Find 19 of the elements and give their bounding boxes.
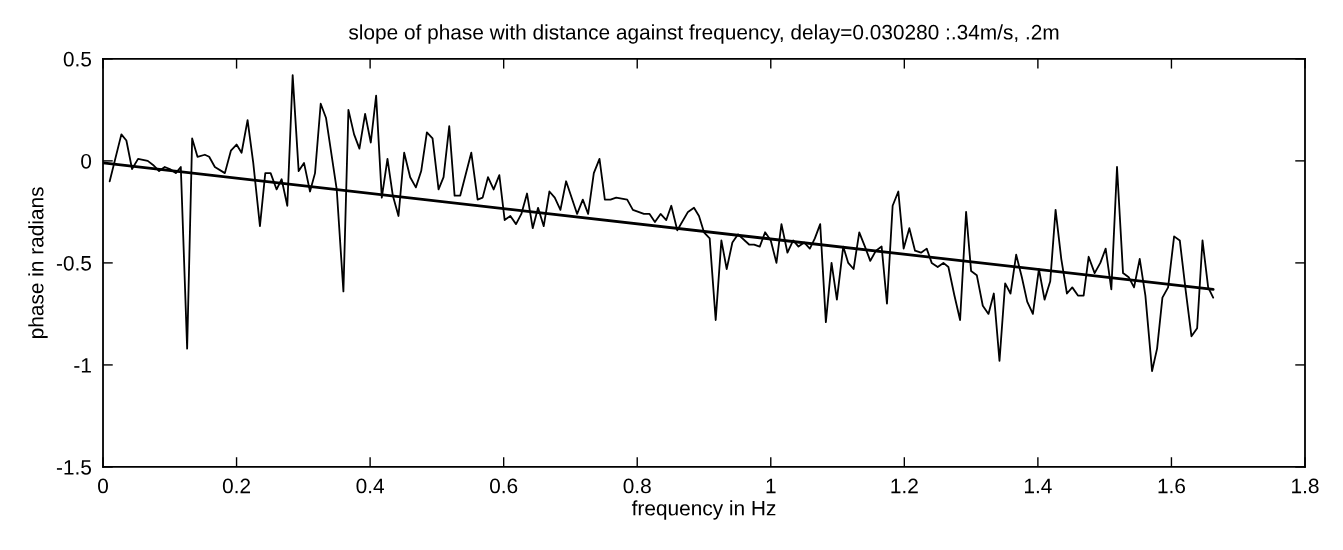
x-tick-label: 1.4	[1024, 478, 1052, 494]
y-tick-label: -1.5	[56, 460, 92, 475]
x-tick-label: 1	[766, 478, 776, 494]
x-tick-label: 0.2	[222, 478, 250, 494]
y-tick-label: 0.5	[63, 51, 92, 67]
y-tick-label: 0	[81, 153, 92, 169]
x-tick-label: 0.4	[356, 478, 384, 494]
line-series	[108, 74, 1215, 372]
y-axis-title: phase in radians	[28, 187, 48, 338]
x-tick-label: 0	[98, 478, 108, 494]
y-tick-label: -0.5	[56, 255, 92, 271]
chart-title: slope of phase with distance against frequency, delay=0.030280 :.34m/s, .2m	[348, 24, 1059, 44]
x-tick-label: 0.8	[623, 478, 651, 494]
x-tick-label: 1.6	[1158, 478, 1186, 494]
x-tick-label: 0.6	[490, 478, 518, 494]
x-tick-label: 1.2	[891, 478, 918, 494]
x-axis-title: frequency in Hz	[631, 500, 776, 520]
x-tick-label: 1.8	[1292, 478, 1319, 494]
y-tick-label: -1	[74, 358, 91, 373]
